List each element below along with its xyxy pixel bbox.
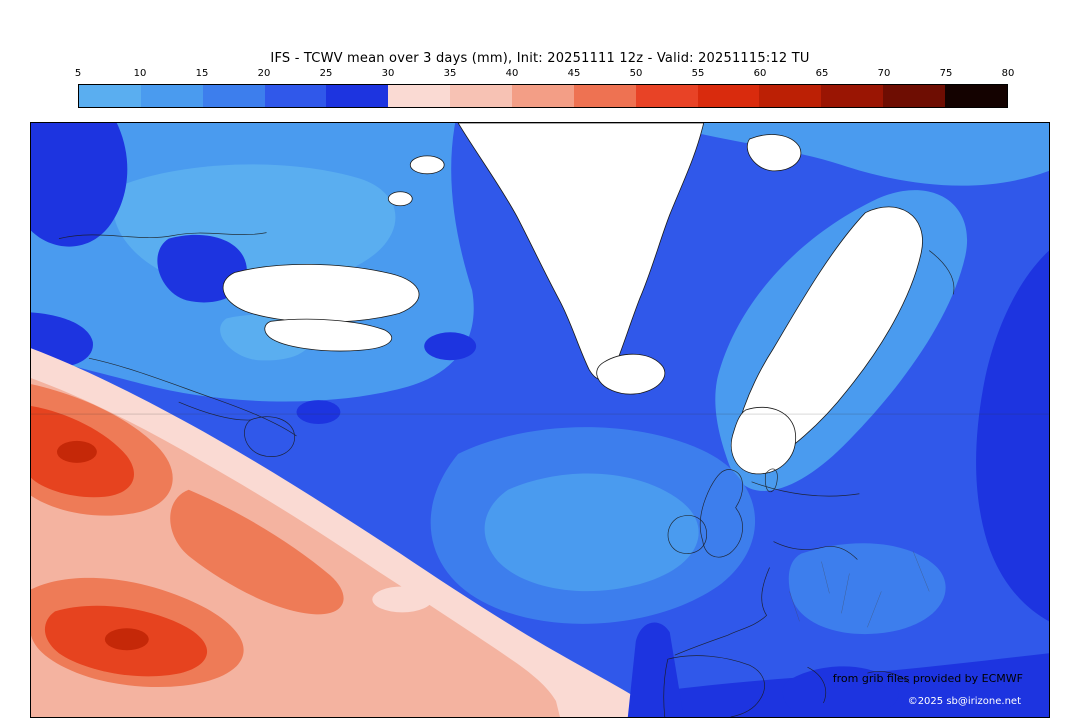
coast-labrador — [88, 357, 297, 437]
colorbar: 5 10 15 20 25 30 35 40 45 50 55 60 65 70 75 80 — [74, 68, 1015, 108]
attribution-ecmwf: from grib files provided by ECMWF — [832, 672, 1023, 685]
colorbar-tick-label: 75 — [939, 68, 953, 79]
dark-patch-top-left-corner — [31, 123, 128, 247]
iceland-landmass — [596, 353, 666, 395]
warm-pink-island — [372, 586, 433, 613]
baltic-lobe — [730, 406, 796, 475]
border-line — [841, 573, 850, 614]
colorbar-tick-label: 55 — [691, 68, 705, 79]
arctic-islands-1 — [222, 263, 420, 323]
dark-patch-left-center — [31, 312, 93, 368]
colorbar-tick-label: 15 — [195, 68, 209, 79]
coast-adriatic — [867, 670, 910, 684]
coast-italy — [807, 666, 827, 704]
colorbar-segment — [326, 85, 389, 107]
dark-spot-south-greenland — [424, 332, 477, 361]
colorbar-tick-label: 80 — [1001, 68, 1015, 79]
colorbar-segment — [883, 85, 946, 107]
colorbar-segment — [512, 85, 574, 107]
country-borders — [789, 551, 930, 628]
dark-wedge-iberia — [627, 622, 684, 717]
coast-denmark — [764, 468, 778, 493]
attribution-copyright: ©2025 sb@irizone.net — [907, 696, 1021, 707]
colorbar-segment — [202, 85, 265, 107]
border-line — [913, 551, 930, 592]
dry-white-landmasses — [222, 123, 923, 475]
colorbar-segment — [945, 85, 1007, 107]
baffin-island-1 — [409, 155, 445, 175]
border-line — [789, 591, 800, 622]
colorbar-segment — [79, 85, 141, 107]
coast-newfoundland — [244, 416, 295, 457]
weather-map-svg — [31, 123, 1049, 717]
warm-region — [31, 348, 648, 717]
coast-canada-north — [58, 232, 267, 239]
colorbar-tick-label: 40 — [505, 68, 519, 79]
colorbar-tick-label: 30 — [381, 68, 395, 79]
colorbar-ticks: 5 10 15 20 25 30 35 40 45 50 55 60 65 70 75 80 — [74, 68, 1015, 81]
colorbar-tick-label: 50 — [629, 68, 643, 79]
coast-britain — [699, 469, 743, 558]
coast-iberia-north — [667, 655, 765, 717]
baffin-island-2 — [387, 191, 413, 207]
warm-core-darkred-2 — [104, 628, 149, 651]
light-region-east-europe — [788, 543, 946, 635]
dark-blue-regions — [31, 123, 1049, 717]
coastlines — [58, 232, 955, 717]
colorbar-segment — [573, 85, 636, 107]
colorbar-segment — [450, 85, 513, 107]
colorbar-tick-label: 65 — [815, 68, 829, 79]
colorbar-tick-label: 10 — [133, 68, 147, 79]
coast-ireland — [667, 515, 708, 554]
colorbar-tick-label: 35 — [443, 68, 457, 79]
colorbar-segment — [264, 85, 327, 107]
coast-north-sea — [773, 541, 858, 560]
dark-patch-balkans — [782, 666, 899, 713]
warm-contour-coral-band — [170, 489, 344, 615]
colorbar-segment — [140, 85, 203, 107]
chart-title: IFS - TCWV mean over 3 days (mm), Init: … — [270, 51, 810, 66]
colorbar-segment — [759, 85, 822, 107]
coast-france-biscay — [674, 567, 770, 656]
light-region-atlantic-core — [484, 473, 699, 592]
colorbar-tick-label: 45 — [567, 68, 581, 79]
coast-iberia-west — [663, 659, 669, 717]
colorbar-tick-label: 70 — [877, 68, 891, 79]
dark-band-right-edge — [976, 250, 1049, 622]
coast-white-sea — [929, 250, 955, 295]
colorbar-segment — [697, 85, 760, 107]
warm-core-darkred-1 — [56, 440, 97, 463]
border-line — [867, 591, 882, 628]
colorbar-bar — [78, 84, 1008, 108]
coast-st-lawrence — [178, 401, 251, 421]
colorbar-segment — [821, 85, 884, 107]
border-line — [821, 561, 830, 594]
colorbar-segment — [388, 85, 451, 107]
colorbar-segment — [635, 85, 698, 107]
dark-spot-newfoundland-sea — [296, 400, 341, 424]
arctic-islands-2 — [264, 318, 392, 352]
colorbar-tick-label: 60 — [753, 68, 767, 79]
colorbar-tick-label: 20 — [257, 68, 271, 79]
colorbar-tick-label: 25 — [319, 68, 333, 79]
svalbard-landmass — [747, 134, 802, 172]
map-area: from grib files provided by ECMWF ©2025 … — [30, 122, 1050, 718]
coast-baltic-south — [751, 481, 860, 497]
colorbar-tick-label: 5 — [74, 68, 82, 79]
